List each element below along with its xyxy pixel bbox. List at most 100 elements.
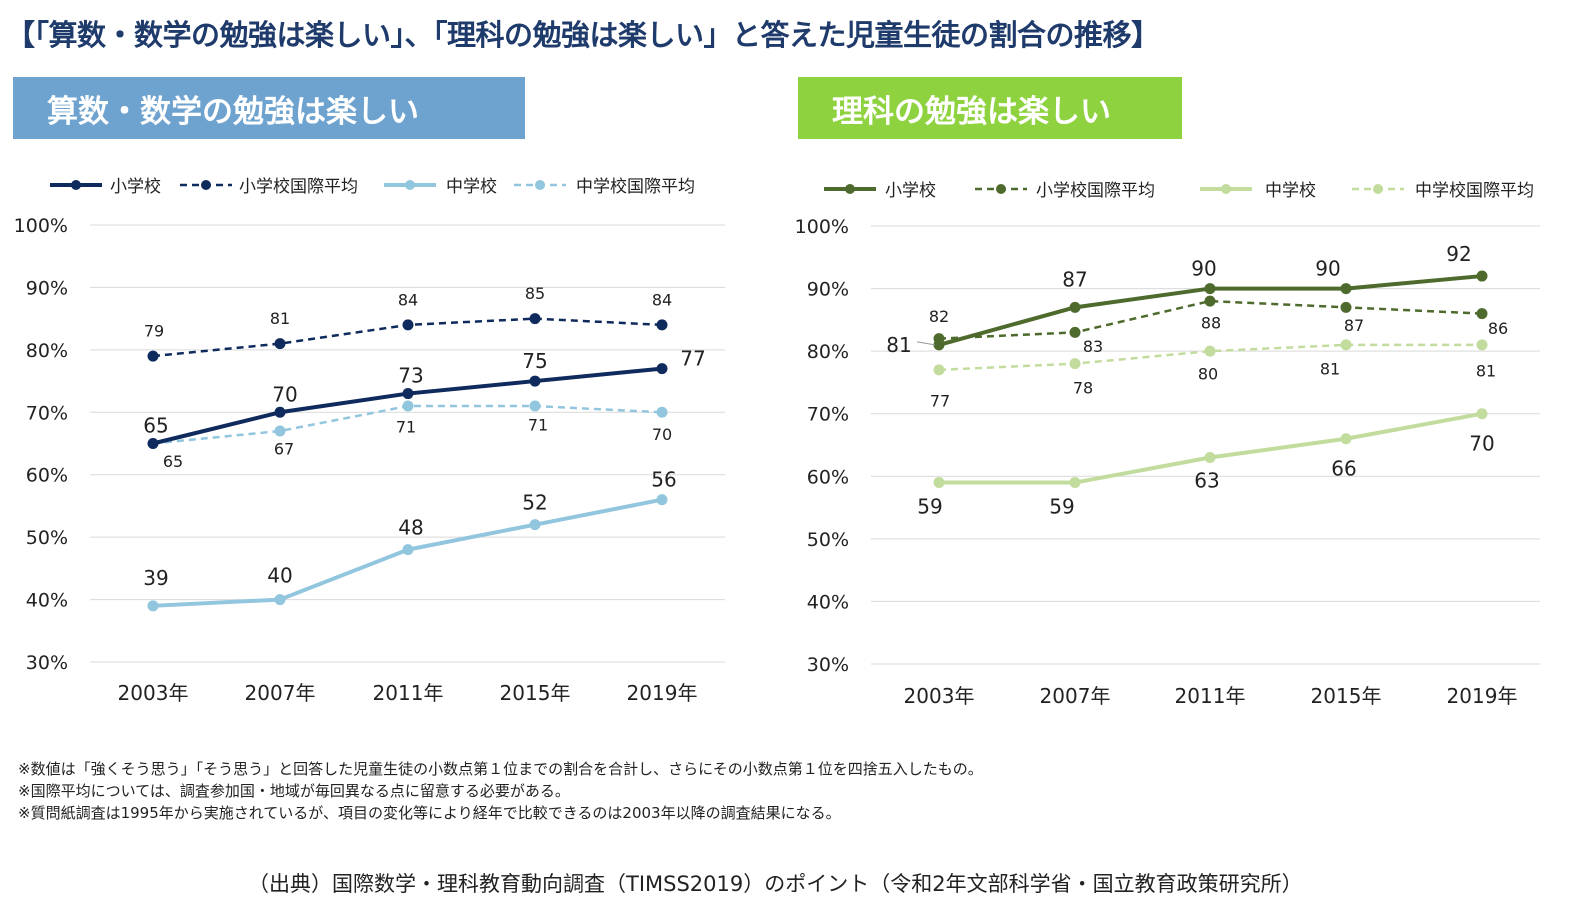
data-label: 80 [1198,365,1218,384]
data-label: 59 [1049,495,1074,519]
data-label: 81 [270,309,290,328]
y-tick-label: 30% [26,652,68,674]
legend-label: 小学校国際平均 [1036,181,1155,201]
data-point [274,406,286,418]
x-tick-label: 2003年 [118,681,189,705]
y-tick-label: 80% [26,340,68,362]
data-point [656,363,668,375]
data-point [529,313,541,325]
data-label: 90 [1315,257,1340,281]
y-tick-label: 100% [14,215,68,237]
series-line [938,343,1482,372]
data-point [1476,270,1488,282]
legend-marker [845,184,855,194]
data-point [1476,339,1488,351]
legend-label: 小学校国際平均 [239,177,358,197]
data-point [529,375,541,387]
series-line [938,299,1483,340]
data-point [1340,301,1352,313]
data-point [274,425,286,437]
data-label: 70 [652,425,672,444]
data-point [656,406,668,418]
data-label: 85 [525,284,545,303]
math-chart-banner: 算数・数学の勉強は楽しい [13,77,525,139]
x-tick-label: 2015年 [1311,684,1382,708]
data-label: 81 [1320,359,1340,378]
data-label: 65 [143,414,168,438]
y-tick-label: 90% [26,277,68,299]
data-label: 71 [528,416,548,435]
data-point [1069,326,1081,338]
data-label: 92 [1446,242,1471,266]
data-point [1204,283,1216,295]
legend-marker [201,180,211,190]
data-label: 81 [886,333,911,357]
data-label: 86 [1488,319,1508,338]
x-tick-label: 2007年 [1040,684,1111,708]
data-point [147,600,159,612]
data-label: 83 [1083,337,1103,356]
source-citation: （出典）国際数学・理科教育動向調査（TIMSS2019）のポイント（令和2年文部… [248,872,1303,896]
data-label: 71 [396,418,416,437]
data-label: 77 [680,347,705,371]
data-label: 73 [398,364,423,388]
footnote: ※数値は「強くそう思う」「そう思う」と回答した児童生徒の小数点第１位までの割合を… [18,760,983,778]
legend-label: 小学校 [885,181,936,201]
data-point [933,364,945,376]
data-point [1069,301,1081,313]
page-title: 【「算数・数学の勉強は楽しい」、「理科の勉強は楽しい」と答えた児童生徒の割合の推… [6,18,1160,52]
data-label: 40 [267,564,292,588]
legend-marker [405,180,415,190]
footnote: ※質問紙調査は1995年から実施されているが、項目の変化等により経年で比較できる… [18,804,841,822]
x-tick-label: 2007年 [245,681,316,705]
y-tick-label: 70% [26,402,68,424]
data-point [1340,283,1352,295]
data-point [147,350,159,362]
data-label: 87 [1062,267,1087,291]
y-tick-label: 30% [807,654,849,676]
y-tick-label: 60% [26,465,68,487]
y-tick-label: 50% [26,527,68,549]
data-label: 70 [1469,432,1494,456]
x-tick-label: 2011年 [373,681,444,705]
data-label: 70 [272,382,297,406]
y-tick-label: 100% [795,216,849,238]
y-tick-label: 50% [807,529,849,551]
x-tick-label: 2019年 [627,681,698,705]
data-point [402,319,414,331]
y-tick-label: 40% [807,591,849,613]
legend-label: 中学校国際平均 [576,177,695,197]
data-point [933,477,945,489]
x-tick-label: 2019年 [1447,684,1518,708]
data-label: 48 [398,516,423,540]
data-point [1476,408,1488,420]
data-label: 75 [522,349,547,373]
y-tick-label: 60% [807,466,849,488]
data-label: 79 [144,322,164,341]
data-label: 82 [929,307,949,326]
legend-marker [1373,184,1383,194]
legend-label: 中学校 [1265,181,1316,201]
data-label: 78 [1073,378,1093,397]
legend-label: 中学校 [446,177,497,197]
data-label: 81 [1476,361,1496,380]
y-tick-label: 90% [807,279,849,301]
data-label: 88 [1201,314,1221,333]
legend-marker [535,180,545,190]
x-tick-label: 2003年 [904,684,975,708]
data-point [402,544,414,556]
data-label: 84 [652,290,672,309]
data-label: 77 [930,392,950,411]
data-label: 67 [274,440,294,459]
legend-label: 中学校国際平均 [1415,181,1534,201]
data-label: 63 [1194,469,1219,493]
data-label: 90 [1191,257,1216,281]
data-label: 87 [1344,316,1364,335]
data-point [1476,308,1488,320]
data-label: 39 [143,566,168,590]
data-point [1340,433,1352,445]
data-point [1204,452,1216,464]
data-point [1204,295,1216,307]
